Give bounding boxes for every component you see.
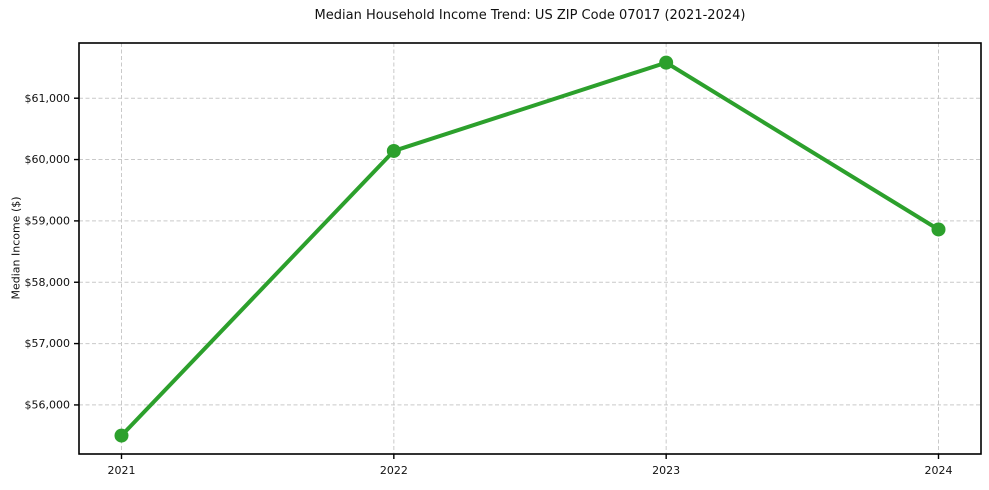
data-point-2024	[931, 222, 946, 237]
y-tick-label: $58,000	[25, 276, 71, 289]
y-tick-label: $61,000	[25, 92, 71, 105]
x-tick-label: 2021	[108, 464, 136, 477]
data-point-2022	[386, 143, 401, 158]
y-tick-label: $57,000	[25, 337, 71, 350]
x-tick-label: 2024	[925, 464, 953, 477]
y-axis-label: Median Income ($)	[9, 196, 23, 300]
plot-border	[78, 42, 982, 455]
x-tick-label: 2023	[652, 464, 680, 477]
x-tick-label: 2022	[380, 464, 408, 477]
chart-title: Median Household Income Trend: US ZIP Co…	[314, 8, 746, 23]
y-tick-label: $59,000	[25, 215, 71, 228]
data-point-2023	[659, 55, 674, 70]
income-trend-line	[119, 60, 941, 438]
y-tick-label: $60,000	[25, 153, 71, 166]
data-point-2021	[114, 428, 129, 443]
y-tick-label: $56,000	[25, 399, 71, 412]
